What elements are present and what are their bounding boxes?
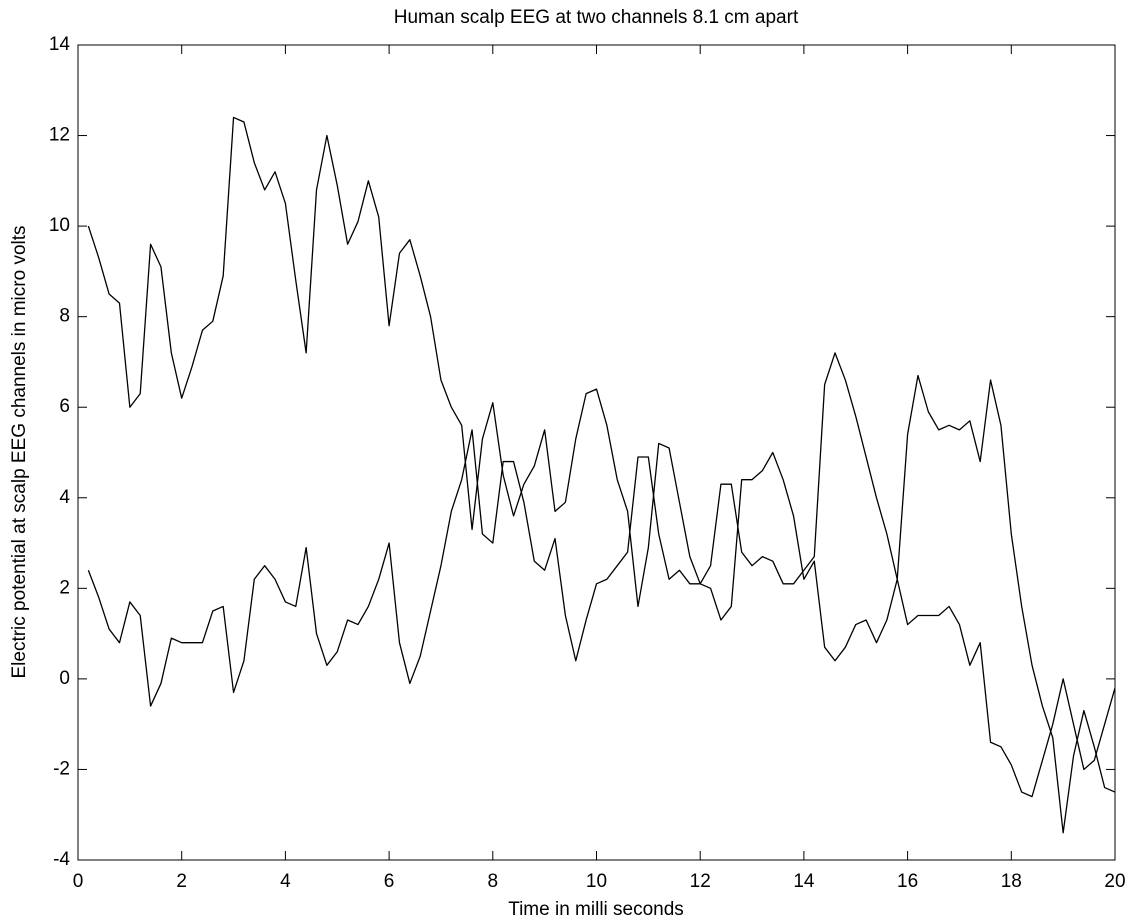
x-tick-label: 16 (897, 871, 918, 892)
y-tick-label: 8 (59, 306, 70, 327)
x-axis-label: Time in milli seconds (508, 899, 684, 920)
chart-title: Human scalp EEG at two channels 8.1 cm a… (394, 7, 799, 28)
x-tick-label: 18 (1001, 871, 1022, 892)
x-tick-label: 12 (690, 871, 711, 892)
y-tick-label: 4 (59, 487, 70, 508)
y-tick-label: 6 (59, 396, 70, 417)
x-tick-label: 8 (488, 871, 499, 892)
x-tick-label: 4 (280, 871, 291, 892)
y-tick-label: 10 (49, 215, 70, 236)
y-axis-label: Electric potential at scalp EEG channels… (9, 225, 30, 678)
y-tick-label: 12 (49, 125, 70, 146)
y-tick-label: -2 (53, 758, 70, 779)
x-tick-label: 20 (1104, 871, 1125, 892)
y-tick-label: 0 (59, 668, 70, 689)
x-tick-label: 6 (384, 871, 395, 892)
series-line (87, 116, 1116, 798)
y-tick-label: -4 (53, 849, 70, 870)
x-tick-label: 10 (586, 871, 607, 892)
y-tick-label: 14 (49, 34, 71, 55)
x-tick-label: 0 (73, 871, 84, 892)
series-line (87, 374, 1116, 834)
x-tick-label: 14 (793, 871, 815, 892)
y-tick-label: 2 (59, 577, 70, 598)
plot-frame (77, 44, 1116, 861)
x-tick-label: 2 (176, 871, 187, 892)
